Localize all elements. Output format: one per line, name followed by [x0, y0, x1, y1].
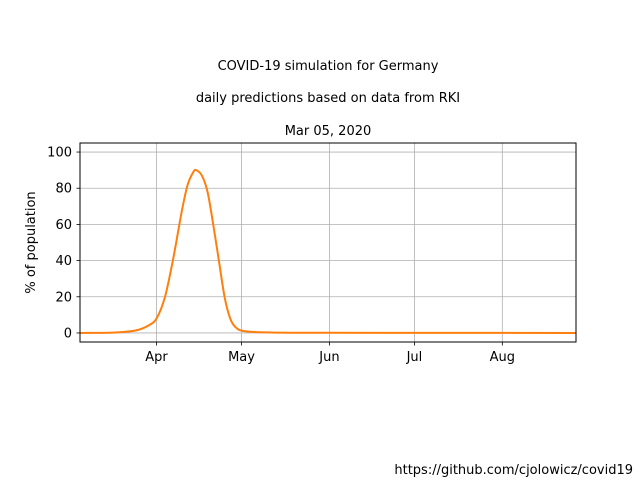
grid-lines [80, 143, 576, 342]
x-tick-label: May [228, 350, 255, 365]
plot-frame [79, 142, 577, 343]
y-tick-label: 40 [55, 254, 72, 269]
chart-title-line-3: Mar 05, 2020 [285, 124, 372, 139]
chart-title-line-1: COVID-19 simulation for Germany [218, 59, 439, 74]
plot-area: Apr May Jun Jul Aug 0 20 40 60 80 100 [47, 142, 577, 365]
series-layer [79, 168, 577, 334]
x-axis-ticks: Apr May Jun Jul Aug [145, 342, 515, 365]
y-axis-ticks: 0 20 40 60 80 100 [47, 146, 80, 341]
x-tick-label: Jun [318, 350, 339, 365]
y-tick-label: 100 [47, 146, 72, 161]
y-tick-label: 80 [55, 182, 72, 197]
chart-title-line-2: daily predictions based on data from RKI [196, 91, 460, 106]
series-line-0 [79, 168, 577, 334]
y-tick-label: 60 [55, 218, 72, 233]
x-tick-label: Jul [406, 350, 423, 365]
x-tick-label: Aug [490, 350, 515, 365]
y-tick-label: 20 [55, 290, 72, 305]
source-footnote: https://github.com/cjolowicz/covid19 [394, 463, 633, 478]
y-tick-label: 0 [64, 326, 72, 341]
y-axis-label: % of population [24, 191, 39, 293]
x-tick-label: Apr [145, 350, 168, 365]
